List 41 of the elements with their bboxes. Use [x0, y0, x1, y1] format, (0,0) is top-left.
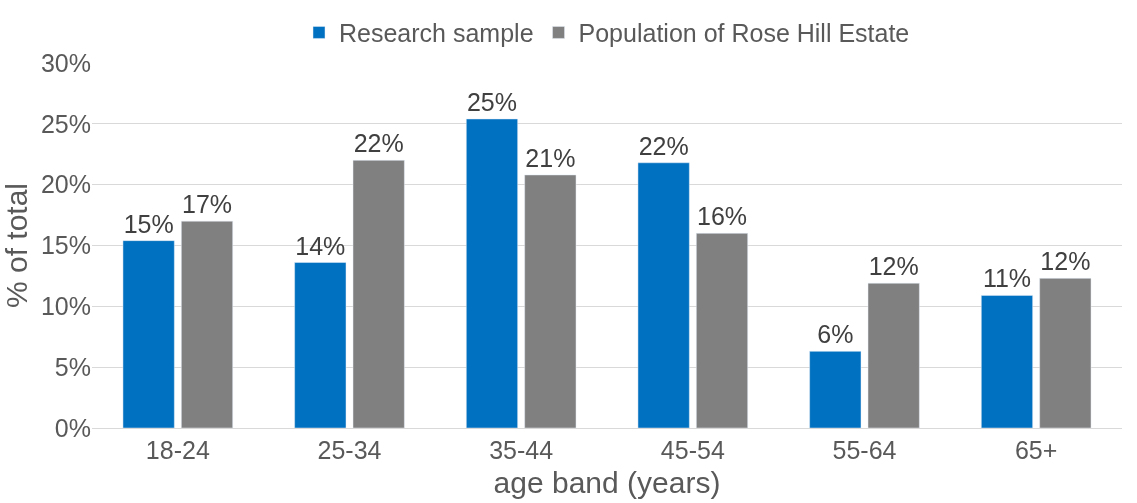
- legend-label: Research sample: [339, 19, 534, 48]
- data-label: 14%: [295, 231, 346, 260]
- x-tick-label: 18-24: [145, 436, 210, 464]
- y-tick-label: 30%: [40, 48, 91, 77]
- y-tick-label: 0%: [54, 413, 91, 442]
- bar: [524, 174, 577, 428]
- bar: [1039, 278, 1092, 428]
- data-label: 12%: [1040, 247, 1091, 276]
- y-tick-label: 10%: [40, 292, 91, 321]
- bar: [809, 351, 862, 428]
- bar: [181, 220, 233, 428]
- data-label: 6%: [817, 320, 854, 349]
- legend-label: Population of Rose Hill Estate: [578, 19, 910, 48]
- bar: [294, 262, 347, 428]
- x-tick-label: 55-64: [832, 436, 897, 464]
- y-axis-title: % of total: [0, 182, 33, 309]
- data-label: 17%: [182, 190, 233, 219]
- x-tick-label: 45-54: [660, 436, 725, 464]
- x-tick-label: 25-34: [317, 436, 382, 464]
- data-label: 15%: [123, 209, 174, 238]
- bar: [466, 118, 518, 428]
- data-label: 12%: [868, 252, 919, 281]
- data-label: 22%: [353, 129, 404, 158]
- x-tick-label: 65+: [1014, 436, 1058, 464]
- bar: [122, 240, 175, 428]
- y-tick-label: 15%: [40, 231, 91, 260]
- bar: [867, 282, 920, 428]
- data-label: 16%: [697, 202, 748, 231]
- y-tick-label: 25%: [40, 109, 91, 138]
- bar: [981, 295, 1033, 428]
- data-label: 21%: [525, 143, 576, 172]
- x-tick-label: 35-44: [489, 436, 554, 464]
- x-axis-title: age band (years): [493, 465, 721, 499]
- data-label: 11%: [982, 264, 1032, 293]
- bar: [696, 233, 748, 428]
- bar: [637, 162, 690, 428]
- data-label: 25%: [466, 87, 517, 116]
- y-tick-label: 20%: [40, 170, 91, 199]
- y-tick-label: 5%: [54, 352, 91, 381]
- bar: [352, 160, 405, 428]
- data-label: 22%: [638, 131, 689, 160]
